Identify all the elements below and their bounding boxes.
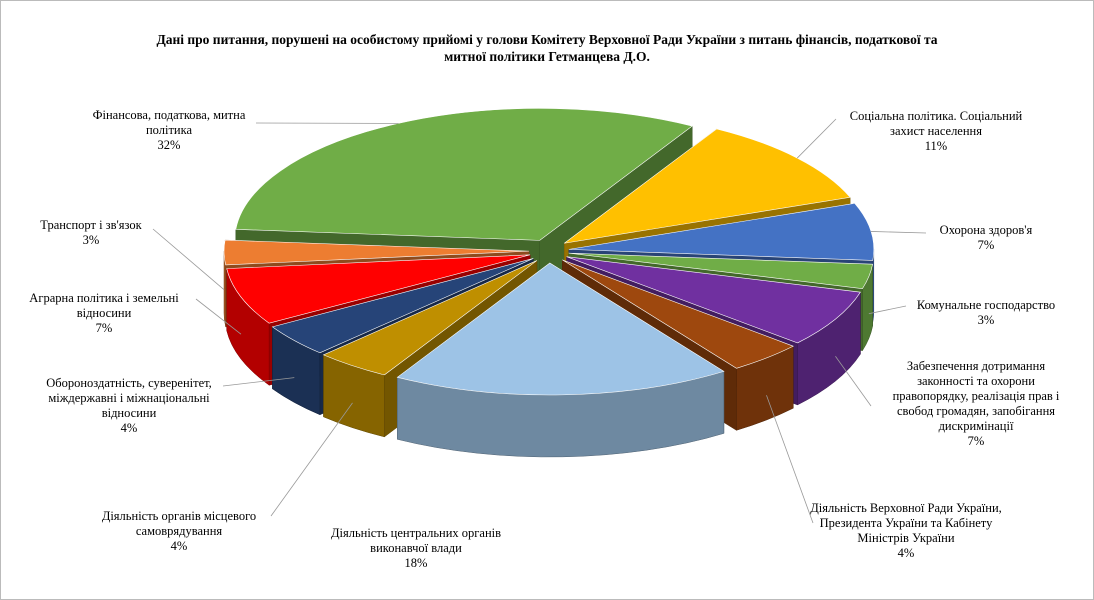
leader-line [870,231,927,234]
data-label: Діяльність центральних органів виконавчо… [311,526,521,571]
category-label: Комунальне господарство [916,298,1056,312]
slice [568,252,873,289]
data-label: Транспорт і зв'язок 3% [26,218,156,248]
leader-line [868,305,907,315]
value-label: 18% [404,556,428,570]
slice [566,256,861,344]
chart-title: Дані про питання, порушені на особистому… [156,32,938,64]
value-label: 7% [977,238,995,252]
category-label: Діяльність Верховної Ради України, Прези… [810,501,1002,545]
value-label: 4% [170,539,188,553]
category-label: Аграрна політика і земельні відносини [29,291,179,320]
slice [562,259,795,369]
slice [568,203,875,261]
data-label: Фінансова, податкова, митна політика 32% [69,108,269,153]
leader-line [766,395,814,524]
category-label: Обороноздатність, суверенітет, міждержав… [46,376,212,420]
category-label: Діяльність органів місцевого самоврядува… [101,509,257,538]
data-label: Охорона здоров'я 7% [911,223,1061,253]
category-label: Діяльність центральних органів виконавчо… [330,526,502,555]
data-label: Діяльність Верховної Ради України, Прези… [806,501,1006,561]
category-label: Транспорт і зв'язок [40,218,142,232]
data-label: Комунальне господарство 3% [896,298,1076,328]
data-label: Обороноздатність, суверенітет, міждержав… [29,376,229,436]
slice [564,128,851,244]
slice [322,260,538,376]
slice [235,108,693,241]
value-label: 7% [95,321,113,335]
category-label: Соціальна політика. Соціальний захист на… [849,109,1023,138]
leader-line [796,118,837,159]
leader-line [222,377,295,387]
data-label: Аграрна політика і земельні відносини 7% [14,291,194,336]
value-label: 11% [924,139,948,153]
category-label: Охорона здоров'я [939,223,1033,237]
leader-line [195,298,242,335]
value-label: 4% [120,421,138,435]
slice [396,262,725,396]
value-label: 7% [967,434,985,448]
category-label: Фінансова, податкова, митна політика [92,108,246,137]
data-label: Діяльність органів місцевого самоврядува… [84,509,274,554]
value-label: 32% [157,138,181,152]
slice [271,258,534,354]
value-label: 3% [977,313,995,327]
leader-line [270,402,353,517]
slice [226,254,531,324]
leader-line [835,356,872,407]
slice [223,239,530,266]
value-label: 4% [897,546,915,560]
category-label: Забезпечення дотримання законності та ох… [892,359,1060,433]
value-label: 3% [82,233,100,247]
data-label: Забезпечення дотримання законності та ох… [881,359,1071,449]
leader-line [152,228,225,291]
data-label: Соціальна політика. Соціальний захист на… [836,109,1036,154]
